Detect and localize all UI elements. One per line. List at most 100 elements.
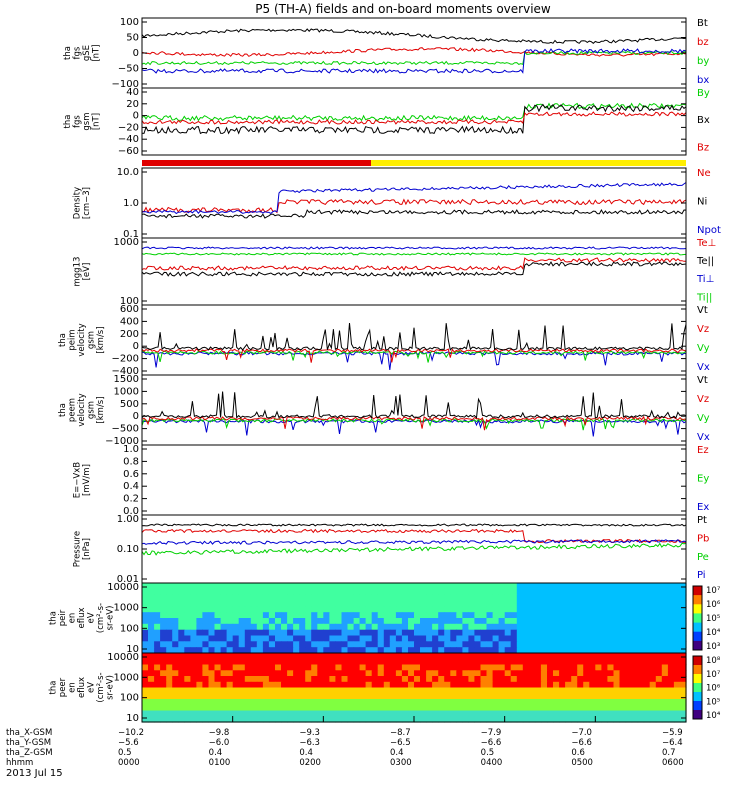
spectrogram-cell: [637, 594, 645, 602]
spectrogram-cell: [534, 583, 542, 590]
y-axis-label: Pressure: [72, 531, 82, 567]
series-Vz: [141, 348, 687, 363]
spectrogram-cell: [160, 594, 167, 602]
spectrogram-cell: [160, 710, 167, 717]
spectrogram-cell: [160, 687, 167, 694]
spectrogram-cell: [196, 664, 203, 671]
spectrogram-cell: [643, 653, 651, 660]
spectrogram-cell: [510, 600, 518, 607]
spectrogram-cell: [154, 606, 161, 613]
spectrogram-cell: [335, 693, 342, 700]
spectrogram-cell: [456, 612, 463, 619]
spectrogram-cell: [166, 653, 173, 660]
spectrogram-cell: [619, 600, 627, 607]
spectrogram-cell: [510, 704, 518, 712]
spectrogram-cell: [275, 635, 282, 642]
spectrogram-cell: [238, 716, 246, 723]
spectrogram-cell: [547, 681, 554, 689]
spectrogram-cell: [329, 612, 336, 619]
spectrogram-cell: [250, 623, 258, 631]
spectrogram-cell: [661, 716, 669, 723]
spectrogram-cell: [456, 653, 463, 660]
spectrogram-cell: [305, 629, 312, 637]
spectrogram-cell: [299, 606, 306, 613]
spectrogram-cell: [414, 693, 421, 700]
spectrogram-cell: [426, 699, 433, 706]
spectrogram-cell: [516, 704, 524, 712]
spectrogram-cell: [232, 670, 240, 677]
spectrogram-cell: [414, 664, 421, 671]
spectrogram-cell: [256, 716, 264, 723]
spectrogram-cell: [323, 699, 330, 706]
spectrogram-cell: [377, 635, 385, 642]
spectrogram-cell: [293, 716, 300, 723]
spectrogram-cell: [534, 647, 542, 654]
spectrogram-cell: [148, 606, 155, 613]
spectrogram-cell: [377, 623, 385, 631]
spectrogram-cell: [516, 594, 524, 602]
spectrogram-cell: [371, 623, 379, 631]
spectrogram-cell: [311, 588, 318, 596]
spectrogram-cell: [625, 716, 633, 723]
spectrogram-cell: [256, 588, 264, 596]
ephemeris-value: −6.6: [481, 738, 502, 748]
spectrogram-cell: [595, 699, 602, 706]
spectrogram-cell: [444, 710, 451, 717]
spectrogram-cell: [353, 716, 361, 723]
spectrogram-cell: [534, 618, 542, 625]
spectrogram-cell: [438, 676, 445, 683]
spectrogram-cell: [631, 635, 639, 642]
spectrogram-cell: [250, 600, 258, 607]
spectrogram-cell: [238, 687, 246, 694]
spectrogram-cell: [589, 693, 596, 700]
spectrogram-cell: [190, 681, 197, 689]
spectrogram-cell: [540, 594, 548, 602]
spectrogram-cell: [492, 583, 500, 590]
spectrogram-cell: [287, 704, 294, 712]
spectrogram-cell: [148, 653, 155, 660]
spectrogram-cell: [438, 588, 445, 596]
spectrogram-cell: [202, 635, 209, 642]
spectrogram-cell: [649, 583, 657, 590]
spectrogram-cell: [329, 653, 336, 660]
spectrogram-cell: [661, 647, 669, 654]
spectrogram-cell: [450, 629, 457, 637]
spectrogram-cell: [673, 699, 681, 706]
spectrogram-cell: [492, 606, 500, 613]
spectrogram-cell: [166, 600, 173, 607]
spectrogram-cell: [275, 588, 282, 596]
spectrogram-cell: [577, 716, 584, 723]
spectrogram-cell: [341, 623, 349, 631]
spectrogram-cell: [528, 676, 536, 683]
spectrogram-cell: [655, 670, 663, 677]
spectrogram-cell: [432, 687, 439, 694]
spectrogram-cell: [480, 699, 488, 706]
spectrogram-cell: [589, 704, 596, 712]
spectrogram-cell: [613, 600, 621, 607]
spectrogram-cell: [389, 641, 397, 648]
spectrogram-cell: [601, 699, 608, 706]
y-axis-label: [eV]: [82, 263, 92, 281]
spectrogram-cell: [577, 641, 584, 648]
spectrogram-cell: [468, 704, 475, 712]
spectrogram-cell: [275, 618, 282, 625]
spectrogram-cell: [595, 629, 602, 637]
spectrogram-cell: [607, 681, 614, 689]
spectrogram-cell: [148, 641, 155, 648]
spectrogram-cell: [214, 704, 222, 712]
spectrogram-cell: [643, 594, 651, 602]
spectrogram-cell: [389, 623, 397, 631]
y-tick-label: −40: [118, 134, 139, 145]
spectrogram-cell: [432, 670, 439, 677]
legend-entry: bx: [697, 75, 709, 86]
spectrogram-cell: [196, 594, 203, 602]
ephemeris-value: −5.6: [118, 738, 139, 748]
spectrogram-cell: [196, 676, 203, 683]
spectrogram-cell: [510, 606, 518, 613]
spectrogram-cell: [565, 583, 572, 590]
ephemeris-value: 0.7: [662, 748, 676, 758]
spectrogram-cell: [268, 600, 276, 607]
spectrogram-cell: [371, 600, 379, 607]
